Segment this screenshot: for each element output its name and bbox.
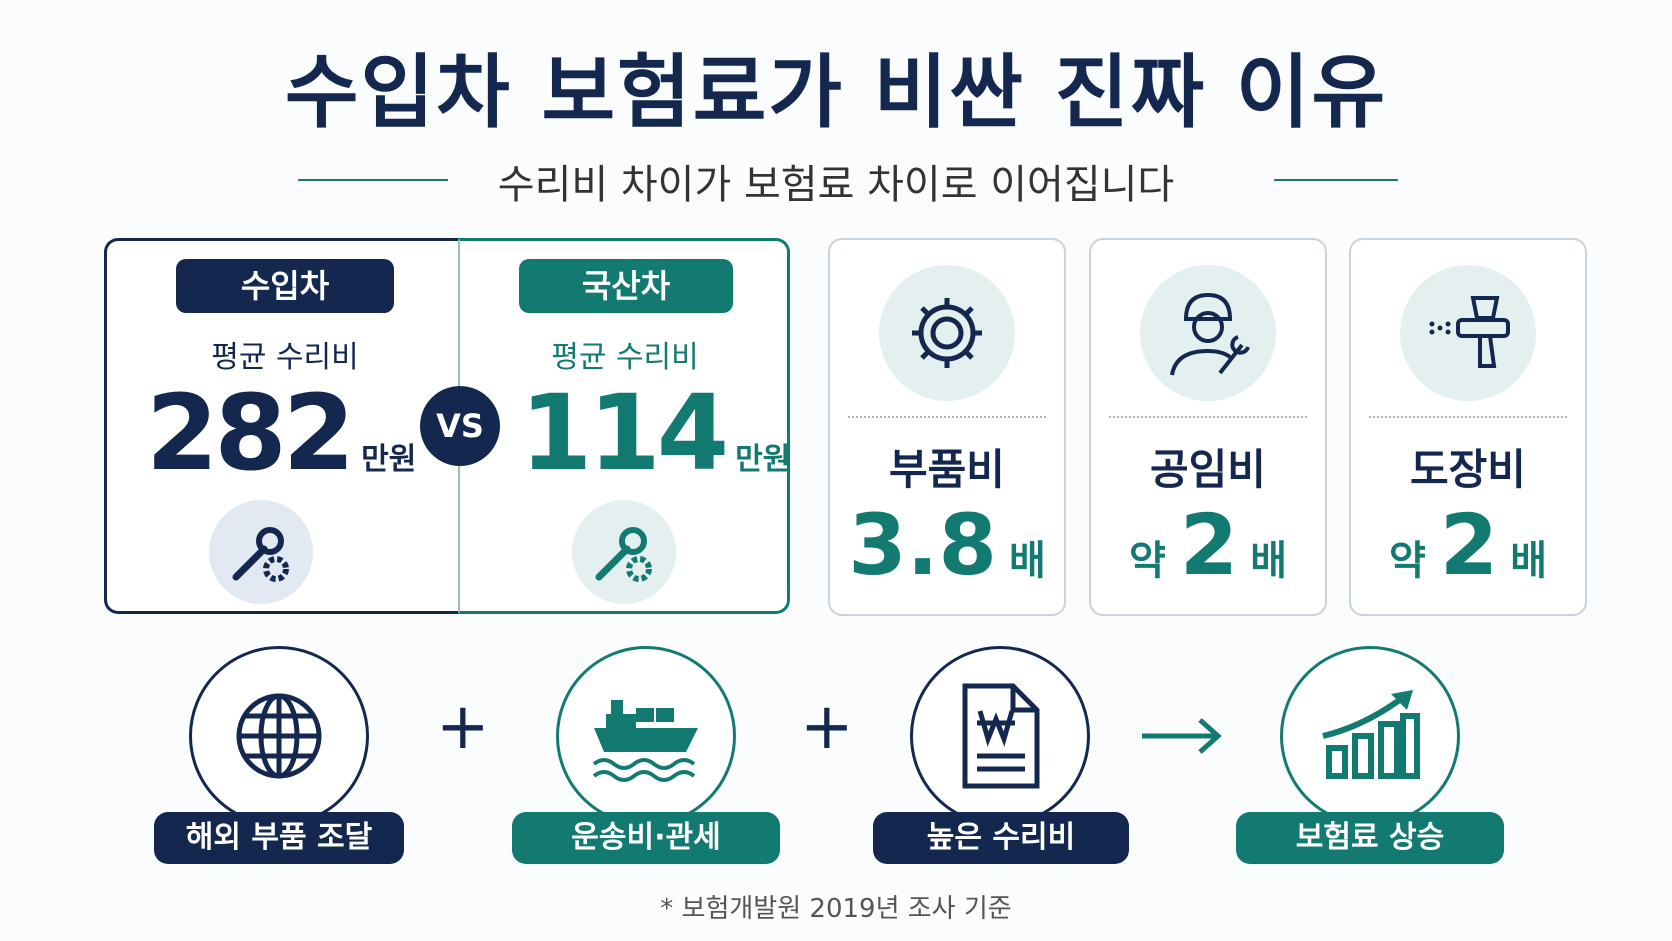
unit: 배 — [1250, 538, 1288, 584]
value: 3.8 — [848, 496, 997, 594]
vs: VS — [420, 386, 500, 466]
title: 수입차 보험료가 비싼 진짜 이유 — [284, 46, 1388, 139]
factor-name: 도장비 — [1410, 445, 1526, 494]
flow-label: 해외 부품 조달 — [154, 812, 404, 864]
icon — [572, 500, 676, 604]
value-line: 282 만원 — [146, 372, 416, 494]
badge: 수입차 — [176, 259, 394, 313]
prefix: 약 — [1388, 538, 1426, 584]
unit: 만원 — [361, 442, 417, 477]
icon — [1140, 265, 1276, 401]
rising-bars — [1322, 690, 1420, 779]
wrench-gear — [232, 527, 289, 582]
ship — [592, 700, 698, 782]
icon-art — [1170, 292, 1250, 376]
document — [962, 683, 1040, 789]
value: 114 — [520, 372, 729, 494]
flow-label: 높은 수리비 — [873, 812, 1129, 864]
factor-name: 부품비 — [889, 445, 1005, 494]
flow-icon — [1280, 646, 1460, 826]
icon-art — [1429, 296, 1510, 368]
label: 평균 수리비 — [211, 340, 359, 375]
value: 282 — [146, 372, 355, 494]
icon — [879, 265, 1015, 401]
plus: + — [436, 690, 490, 764]
arrow — [1142, 718, 1222, 754]
factor-value: 3.8 배 — [828, 496, 1066, 594]
footnote: * 보험개발원 2019년 조사 기준 — [660, 894, 1012, 924]
prefix: 약 — [1128, 538, 1166, 584]
value: 2 — [1179, 496, 1239, 594]
flow-icon — [189, 646, 369, 826]
badge: 국산차 — [519, 259, 733, 313]
unit: 만원 — [735, 442, 791, 477]
flow-icon — [910, 646, 1090, 826]
rule — [1274, 179, 1398, 181]
subtitle: 수리비 차이가 보험료 차이로 이어집니다 — [497, 162, 1175, 208]
divider — [1369, 416, 1567, 418]
plus: + — [800, 690, 854, 764]
unit: 배 — [1009, 538, 1046, 584]
divider — [848, 416, 1046, 418]
icon-art — [912, 298, 982, 368]
value-line: 114 만원 — [520, 372, 790, 494]
globe — [236, 693, 322, 779]
icon — [1400, 265, 1536, 401]
divider — [1109, 416, 1307, 418]
flow-icon — [556, 646, 736, 826]
flow-label: 보험료 상승 — [1236, 812, 1504, 864]
label: 평균 수리비 — [551, 340, 699, 375]
unit: 배 — [1510, 538, 1548, 584]
wrench-gear — [595, 527, 652, 582]
value: 2 — [1439, 496, 1499, 594]
rule — [298, 179, 448, 181]
flow-label: 운송비·관세 — [512, 812, 780, 864]
icon — [209, 500, 313, 604]
factor-name: 공임비 — [1150, 445, 1266, 494]
